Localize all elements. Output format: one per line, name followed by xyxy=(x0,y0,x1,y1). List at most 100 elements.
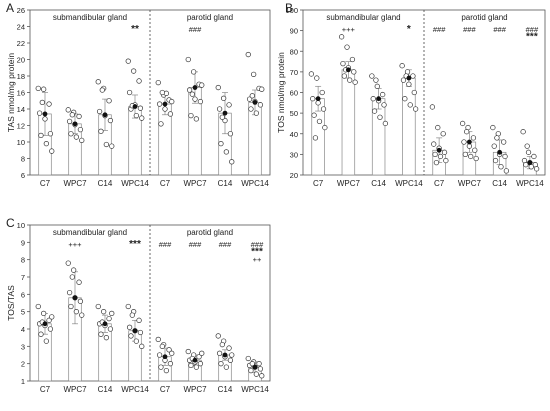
significance-label: ### xyxy=(251,240,264,249)
y-tick-label: 60 xyxy=(290,89,298,98)
x-tick-label: WPC14 xyxy=(395,179,423,188)
data-point xyxy=(315,100,321,106)
data-point xyxy=(248,106,254,112)
data-point xyxy=(498,164,504,170)
y-tick-label: 12 xyxy=(17,122,25,131)
x-tick-label: WPC7 xyxy=(337,179,361,188)
data-point xyxy=(377,114,383,120)
mean-point xyxy=(192,357,198,363)
mean-point xyxy=(376,96,382,102)
data-point xyxy=(369,73,375,79)
data-point xyxy=(459,120,466,127)
y-tick-label: 20 xyxy=(290,171,298,180)
data-point xyxy=(136,317,142,323)
data-point xyxy=(193,116,200,122)
data-point xyxy=(98,128,104,134)
data-point xyxy=(468,153,474,160)
mean-point xyxy=(222,352,228,358)
y-tick-label: 7 xyxy=(21,273,25,282)
data-point xyxy=(253,371,260,377)
y-axis-label: TOS/TAS xyxy=(6,285,16,321)
y-axis: 20 30 40 50 60 70 80 90 100 xyxy=(285,6,303,180)
data-point xyxy=(400,77,407,83)
data-point xyxy=(190,69,197,75)
data-point xyxy=(437,153,444,160)
significance-label: *** xyxy=(129,239,141,250)
data-point xyxy=(66,118,73,125)
data-point xyxy=(528,164,534,170)
panel-C: C 1 2 3 4 5 6 7 8 9 10 TOS/TAS submandibular gland pa… xyxy=(6,216,271,394)
data-point xyxy=(223,149,230,155)
data-point xyxy=(431,141,437,147)
data-point xyxy=(249,93,255,99)
mean-point xyxy=(345,67,351,73)
data-point xyxy=(322,124,328,131)
data-point xyxy=(96,108,103,115)
data-point xyxy=(407,102,413,108)
data-point xyxy=(227,131,234,137)
x-tick-label: C14 xyxy=(218,179,233,188)
data-point xyxy=(219,341,225,348)
data-point xyxy=(316,118,323,125)
x-tick-label: C14 xyxy=(492,179,507,188)
panel-letter: B xyxy=(285,1,293,15)
data-point xyxy=(36,110,43,116)
data-point xyxy=(245,355,251,362)
mean-point xyxy=(527,160,533,166)
data-point xyxy=(189,91,195,97)
data-point xyxy=(520,129,526,135)
data-point xyxy=(109,143,115,149)
data-point xyxy=(139,115,145,121)
x-tick-label: C14 xyxy=(218,385,233,394)
data-point xyxy=(166,347,172,353)
mean-point xyxy=(192,85,198,90)
y-axis: 1 2 3 4 5 6 7 8 9 10 xyxy=(17,221,30,386)
y-tick-label: 24 xyxy=(17,23,25,32)
data-point xyxy=(47,326,54,332)
data-point xyxy=(158,121,164,127)
data-point xyxy=(43,140,49,147)
data-point xyxy=(340,60,346,67)
mean-point xyxy=(132,104,138,109)
data-point xyxy=(199,350,205,356)
data-point xyxy=(501,139,507,145)
data-point xyxy=(370,96,376,102)
x-tick-label: C7 xyxy=(40,179,51,188)
data-point xyxy=(406,81,412,87)
x-tick-label: C7 xyxy=(434,179,445,188)
data-point xyxy=(371,108,378,114)
y-tick-label: 30 xyxy=(290,150,298,159)
data-point xyxy=(155,79,161,86)
data-point xyxy=(308,71,315,77)
data-point xyxy=(169,98,175,105)
data-point xyxy=(320,106,327,112)
data-point xyxy=(249,361,255,367)
data-point xyxy=(443,157,449,164)
group-label-submandibular: submandibular gland xyxy=(326,13,400,22)
y-tick-label: 1 xyxy=(21,377,25,386)
data-point xyxy=(199,82,205,88)
data-point xyxy=(69,274,75,280)
data-point xyxy=(197,361,204,367)
mean-point xyxy=(162,101,168,107)
data-point xyxy=(162,106,168,112)
data-point xyxy=(106,98,112,104)
data-point xyxy=(216,106,223,112)
data-point xyxy=(441,149,448,155)
panel-A: A 6 8 10 12 14 16 18 20 22 24 26 TAS nmol/mg protein… xyxy=(6,1,271,188)
y-tick-label: 40 xyxy=(290,130,298,139)
x-tick-label: C7 xyxy=(40,385,51,394)
data-point xyxy=(77,298,84,304)
mean-point xyxy=(162,354,168,360)
data-point xyxy=(470,135,477,141)
data-point xyxy=(185,56,191,63)
mean-point xyxy=(102,321,108,327)
significance-label: ### xyxy=(463,25,476,34)
significance-label: +++ xyxy=(68,240,82,249)
mean-point xyxy=(252,364,258,370)
data-point xyxy=(159,343,165,349)
data-point xyxy=(133,112,140,119)
data-point xyxy=(402,96,408,102)
mean-point xyxy=(222,110,228,116)
